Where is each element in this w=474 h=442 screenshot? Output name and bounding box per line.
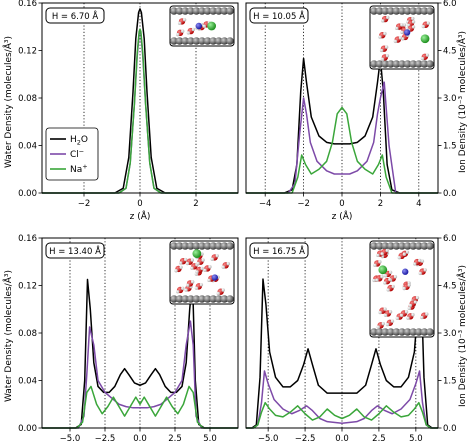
series-cl-line	[42, 320, 238, 429]
x-axis-label: z (Å)	[130, 210, 151, 222]
y-tick-label: 0.08	[18, 94, 37, 104]
legend-label-h2o: H2O	[70, 135, 88, 147]
x-tick-label: 4	[416, 199, 421, 209]
x-tick-label: 2	[193, 199, 198, 209]
x-tick-label: 0.0	[335, 434, 349, 442]
panel-bottom-left: −5.0−2.50.02.55.0z (Å)0.000.040.080.120.…	[18, 234, 239, 442]
x-tick-label: 2	[378, 199, 383, 209]
water-molecules	[378, 15, 430, 61]
y-tick-label: 0.04	[18, 377, 37, 387]
right-ylabel-bottom: Ion Density (10⁻³ molecules/Å³)	[456, 265, 468, 407]
x-tick-label: 5.0	[203, 434, 217, 442]
separation-label: H = 10.05 Å	[253, 10, 305, 22]
separation-label: H = 13.40 Å	[49, 245, 101, 257]
y-tick-label: 0.16	[18, 234, 37, 244]
graphene-walls	[370, 7, 434, 68]
y-tick-label: 0.00	[18, 189, 37, 199]
x-tick-label: −2	[78, 199, 91, 209]
x-axis-label: z (Å)	[332, 210, 353, 222]
x-tick-label: 5.0	[409, 434, 423, 442]
sodium-ion	[403, 29, 411, 36]
series-cl-line	[246, 81, 438, 194]
left-ylabel-bottom: Water Density (molecules/Å³)	[2, 270, 14, 402]
y-tick-label: 0.08	[18, 329, 37, 339]
series-na-line	[42, 385, 238, 429]
chloride-ion	[207, 21, 217, 31]
legend-label-na: Na+	[70, 163, 88, 176]
separation-label: H = 16.75 Å	[253, 245, 305, 257]
panel-top-left: −2 0 2 z (Å) 0.00 0.04 0.08 0.12 0.16 H = 6.70 Å	[18, 0, 239, 222]
y-tick-label: 3.0	[443, 94, 457, 104]
x-tick-label: −2.5	[295, 434, 316, 442]
series-cl-line	[246, 370, 438, 429]
x-tick-label: 0.0	[133, 434, 147, 442]
x-tick-label: 0	[137, 199, 142, 209]
left-ylabel-top: Water Density (molecules/Å³)	[2, 36, 14, 168]
x-tick-label: −2	[297, 199, 310, 209]
snapshot-inset	[169, 240, 235, 305]
chloride-ion	[420, 34, 430, 44]
sodium-ion	[211, 274, 218, 281]
series-h2o-line	[42, 8, 238, 194]
chloride-ion	[378, 265, 388, 275]
separation-box	[45, 242, 105, 259]
series-h2o-line	[246, 57, 438, 194]
y-tick-label: 6.0	[443, 0, 457, 9]
separation-box	[249, 7, 309, 24]
y-tick-label: 0.0	[443, 189, 457, 199]
y-tick-label: 0.0	[443, 424, 457, 434]
x-tick-label: −5.0	[60, 434, 81, 442]
y-tick-label: 0.12	[18, 47, 37, 57]
y-tick-label: 0.04	[18, 142, 37, 152]
y-tick-label: 1.5	[443, 377, 457, 387]
legend-box	[45, 127, 99, 181]
graphene-walls	[170, 7, 234, 45]
graphene-walls	[370, 242, 434, 336]
y-tick-label: 0.12	[18, 282, 37, 292]
series-na-line	[246, 401, 438, 429]
separation-box	[45, 7, 105, 24]
x-tick-label: 0	[339, 199, 344, 209]
graphene-walls	[170, 242, 234, 303]
series-na-line	[246, 106, 438, 194]
sodium-ion	[195, 22, 202, 30]
chloride-ion	[192, 249, 202, 258]
x-tick-label: −2.5	[95, 434, 116, 442]
panel-bottom-right: −5.0−2.50.02.55.0z (Å)0.01.53.04.56.0H =…	[245, 234, 457, 442]
x-tick-label: −4	[259, 199, 272, 209]
separation-label: H = 6.70 Å	[52, 10, 99, 22]
series-h2o-line	[42, 278, 238, 429]
panel-top-right: −4 −2 0 2 4 z (Å) 0.0 1.5 3.0 4.5 6.0 H = 10.05 Å	[245, 0, 457, 222]
x-tick-label: 2.5	[168, 434, 182, 442]
y-tick-label: 4.5	[443, 282, 457, 292]
y-tick-label: 4.5	[443, 47, 457, 57]
sodium-ion	[402, 268, 409, 275]
legend-label-cl: Cl−	[70, 148, 84, 161]
y-tick-label: 1.5	[443, 142, 457, 152]
y-tick-label: 0.16	[18, 0, 37, 9]
separation-box	[249, 242, 309, 259]
x-tick-label: −5.0	[258, 434, 279, 442]
y-tick-label: 6.0	[443, 234, 457, 244]
series-na-line	[42, 28, 238, 194]
y-tick-label: 0.00	[18, 424, 37, 434]
water-molecules	[174, 252, 230, 296]
x-tick-label: 2.5	[372, 434, 386, 442]
right-ylabel-top: Ion Density (10⁻³ molecules/Å³)	[456, 31, 468, 173]
y-tick-label: 3.0	[443, 329, 457, 339]
water-molecules	[372, 248, 429, 329]
